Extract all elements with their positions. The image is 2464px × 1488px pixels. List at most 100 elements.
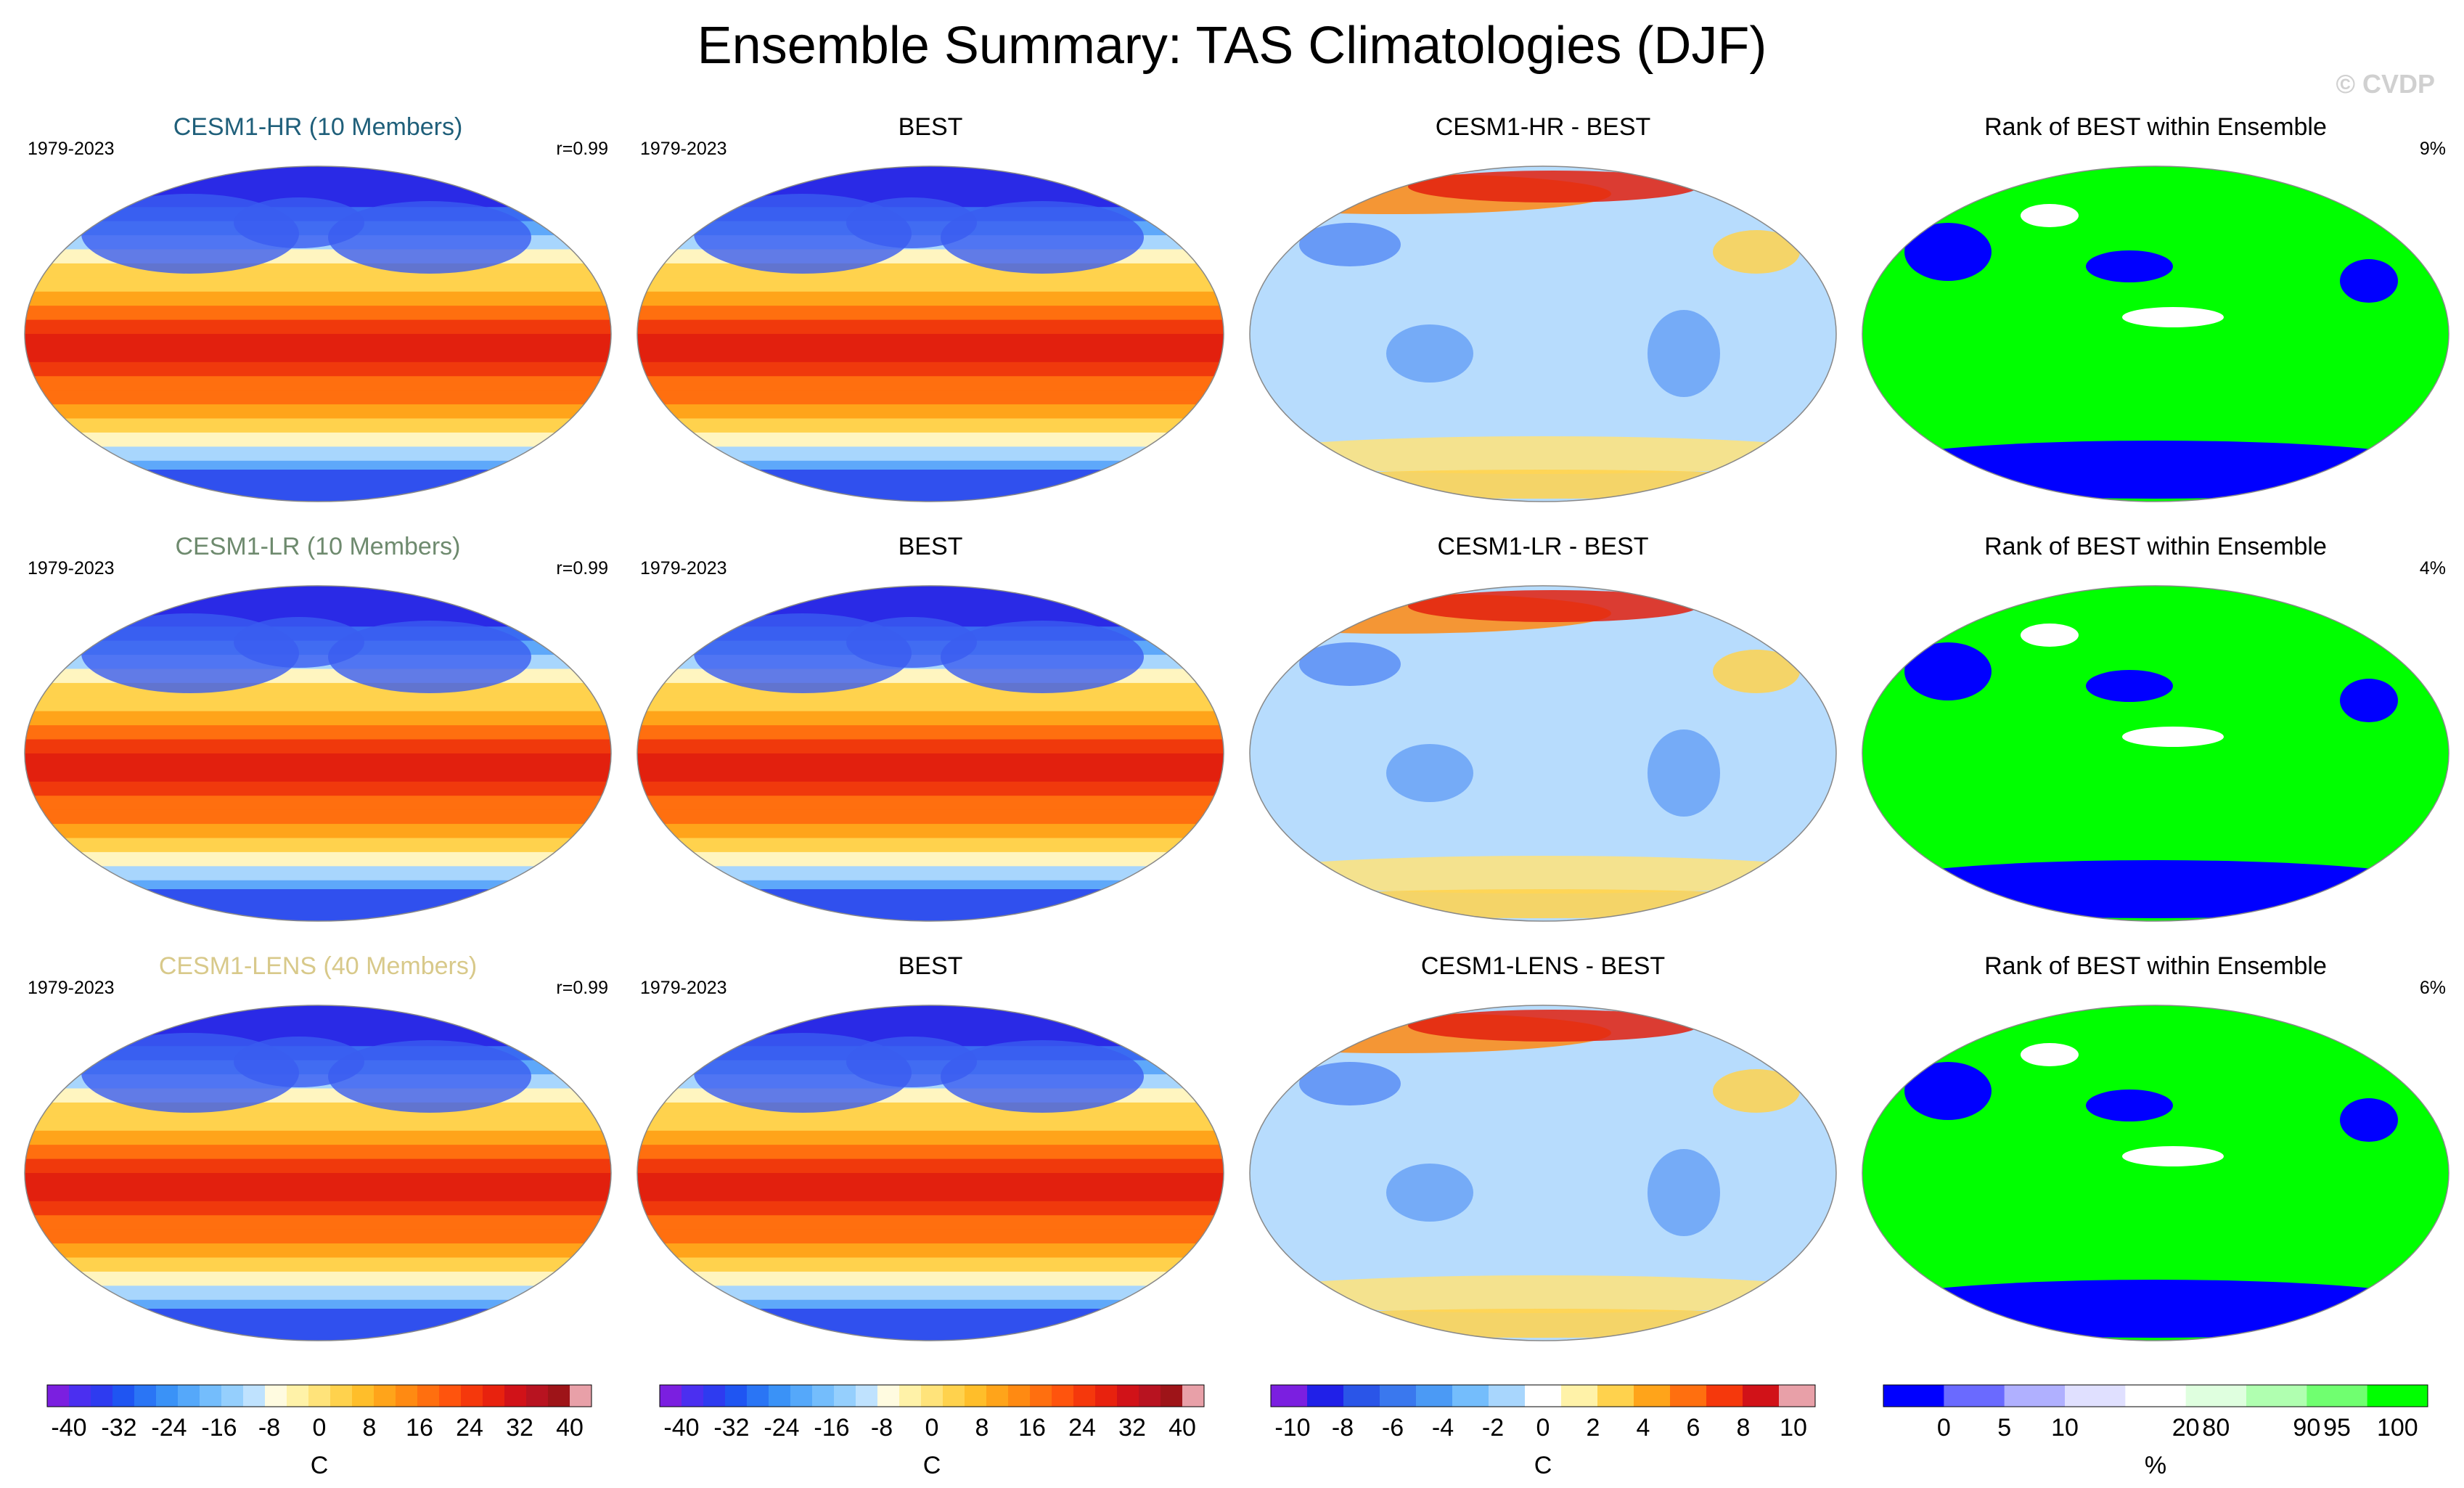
temperature-band [637, 682, 1224, 698]
colorbar-swatch [374, 1385, 396, 1407]
colorbar-swatch [660, 1385, 682, 1407]
anomaly-region [1408, 171, 1698, 203]
temperature-band [25, 809, 611, 825]
temperature-band [637, 796, 1224, 811]
colorbar-swatch [1452, 1385, 1489, 1407]
temperature-band [637, 1145, 1224, 1160]
colorbar-swatch [834, 1385, 856, 1407]
temperature-band [25, 767, 611, 782]
panel-title: CESM1-LENS (40 Members) [158, 952, 478, 980]
colorbar-swatch [790, 1385, 813, 1407]
antarctic-region [25, 1309, 611, 1341]
colorbar-border [46, 1384, 592, 1407]
colorbar: -40 -32 -24 -16 -8 0 8 16 24 32 40 C [656, 1379, 1208, 1488]
cold-region [846, 197, 977, 248]
colorbar-tick-label: -40 [51, 1414, 86, 1442]
temperature-band [637, 1130, 1224, 1146]
anomaly-region [1648, 729, 1720, 817]
temperature-band [637, 291, 1224, 307]
anomaly-region [1299, 223, 1401, 266]
colorbar-swatch [725, 1385, 748, 1407]
antarctic-region [637, 470, 1224, 502]
colorbar-border [1270, 1384, 1816, 1407]
anomaly-region [1250, 470, 1836, 499]
temperature-band [25, 319, 611, 335]
map-area [1248, 584, 1838, 923]
colorbar-swatch [156, 1385, 179, 1407]
colorbar-graphic: -40 -32 -24 -16 -8 0 8 16 24 32 40 [659, 1384, 1205, 1442]
colorbar-swatch [769, 1385, 791, 1407]
map-panel-rank: Rank of BEST within Ensemble 9% [1851, 113, 2460, 519]
colorbar-swatch [1073, 1385, 1096, 1407]
map-panel-rank: Rank of BEST within Ensemble 4% [1851, 532, 2460, 939]
colorbar-tick-label: 24 [1068, 1414, 1096, 1442]
temperature-band [637, 838, 1224, 853]
colorbar-swatch [1944, 1385, 2005, 1407]
temperature-band [25, 376, 611, 391]
temperature-band [637, 1116, 1224, 1132]
mid-rank-region [2021, 624, 2079, 647]
colorbar-tick-label: 2 [1587, 1414, 1600, 1442]
colorbar-tick-label: 10 [2051, 1414, 2079, 1442]
colorbar-tick-label: 0 [1536, 1414, 1550, 1442]
colorbar-tick-label: 8 [975, 1414, 989, 1442]
colorbar-tick-label: 24 [456, 1414, 483, 1442]
colorbar-swatch [2125, 1385, 2187, 1407]
map-model [24, 585, 612, 922]
colorbar-tick-label: 0 [313, 1414, 327, 1442]
mid-rank-region [2122, 727, 2224, 747]
temperature-band [25, 179, 611, 194]
mid-rank-region [2122, 307, 2224, 327]
temperature-band [637, 725, 1224, 740]
temperature-band [637, 166, 1224, 180]
temperature-band [25, 1018, 611, 1033]
colorbar-tick-label: -8 [1332, 1414, 1354, 1442]
colorbar-swatch [965, 1385, 987, 1407]
temperature-band [25, 1130, 611, 1146]
anomaly-region [1386, 744, 1473, 802]
map-area [23, 165, 613, 503]
colorbar-swatch [352, 1385, 374, 1407]
anomaly-region [1648, 1149, 1720, 1236]
colorbar-tick-label: -40 [663, 1414, 699, 1442]
colorbar-tick-label: 32 [1118, 1414, 1146, 1442]
map-panel-obs: BEST 1979-2023 [626, 952, 1235, 1358]
colorbar-graphic: 0 5 10 20 80 90 95 100 [1883, 1384, 2428, 1442]
map-diff [1249, 1005, 1837, 1341]
colorbar-swatch [1489, 1385, 1526, 1407]
colorbar-swatch [2307, 1385, 2368, 1407]
period-label: 1979-2023 [640, 139, 727, 159]
colorbar-border [1883, 1384, 2428, 1407]
colorbar-tick-label: 4 [1637, 1414, 1650, 1442]
colorbar-swatch [2065, 1385, 2126, 1407]
period-label: 1979-2023 [28, 978, 115, 998]
temperature-band [637, 361, 1224, 377]
temperature-band [637, 1187, 1224, 1202]
period-label: 1979-2023 [28, 558, 115, 579]
temperature-band [25, 598, 611, 613]
temperature-band [637, 263, 1224, 279]
map-outline [637, 585, 1224, 922]
anomaly-region [1299, 642, 1401, 686]
low-rank-region [2340, 259, 2398, 303]
temperature-band [637, 319, 1224, 335]
map-panel-diff: CESM1-LENS - BEST [1238, 952, 1848, 1358]
temperature-band [25, 796, 611, 811]
anomaly-region [1386, 1164, 1473, 1222]
map-outline [637, 165, 1224, 502]
temperature-band [25, 1271, 611, 1287]
map-outline [1862, 165, 2449, 502]
colorbar-swatch [330, 1385, 353, 1407]
map-model [24, 1005, 612, 1341]
colorbar-swatch [1416, 1385, 1453, 1407]
colorbar-tick-label: 20 [2172, 1414, 2200, 1442]
low-rank-region [1862, 441, 2449, 499]
temperature-band [637, 809, 1224, 825]
panel-title: BEST [898, 113, 963, 141]
colorbar-swatch [1117, 1385, 1139, 1407]
cold-region [328, 621, 531, 693]
colorbar-tick-label: 10 [1780, 1414, 1807, 1442]
colorbar-tick-label: 100 [2377, 1414, 2418, 1442]
map-area [636, 584, 1225, 923]
map-model [24, 165, 612, 502]
